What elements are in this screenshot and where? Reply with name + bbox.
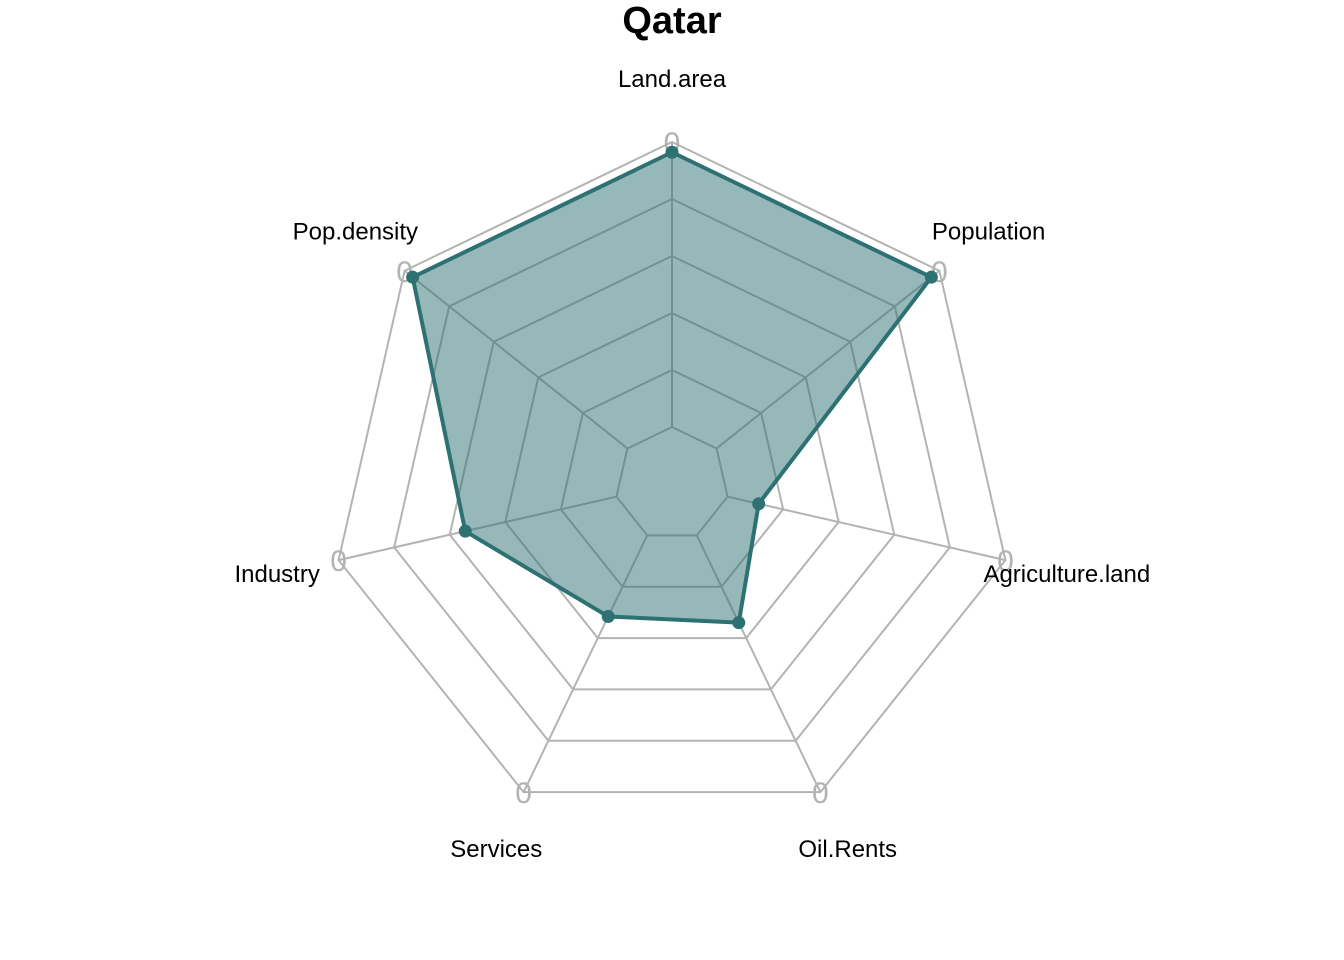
- axis-label-services: Services: [450, 836, 542, 863]
- ring-label-5: 0: [330, 545, 347, 578]
- axis-label-industry: Industry: [234, 561, 319, 588]
- data-point-pop-density: [406, 270, 420, 284]
- data-point-industry: [458, 524, 472, 538]
- series-layer: [406, 145, 938, 630]
- axis-label-agriculture-land: Agriculture.land: [983, 561, 1150, 588]
- axis-labels: Land.area Population Agriculture.land Oil.R…: [234, 66, 1150, 863]
- series-line-0: [410, 150, 934, 625]
- axis-spoke-2: [727, 495, 1006, 562]
- series-fill-0: [412, 152, 932, 623]
- axis-label-population: Population: [932, 218, 1045, 245]
- ring-label-2: 0: [997, 545, 1014, 578]
- grid-ring-6: [337, 140, 1007, 794]
- data-point-services: [601, 609, 615, 623]
- data-point-population: [924, 270, 938, 284]
- data-point-land-area: [665, 145, 679, 159]
- chart-title: Qatar: [622, 0, 721, 42]
- axis-label-land-area: Land.area: [618, 66, 727, 93]
- axis-label-pop-density: Pop.density: [293, 218, 418, 245]
- ring-label-4: 0: [515, 777, 532, 810]
- axis-label-oil-rents: Oil.Rents: [798, 836, 897, 863]
- data-point-agriculture-land: [752, 497, 766, 511]
- ring-label-3: 0: [812, 777, 829, 810]
- data-point-oil-rents: [732, 616, 746, 630]
